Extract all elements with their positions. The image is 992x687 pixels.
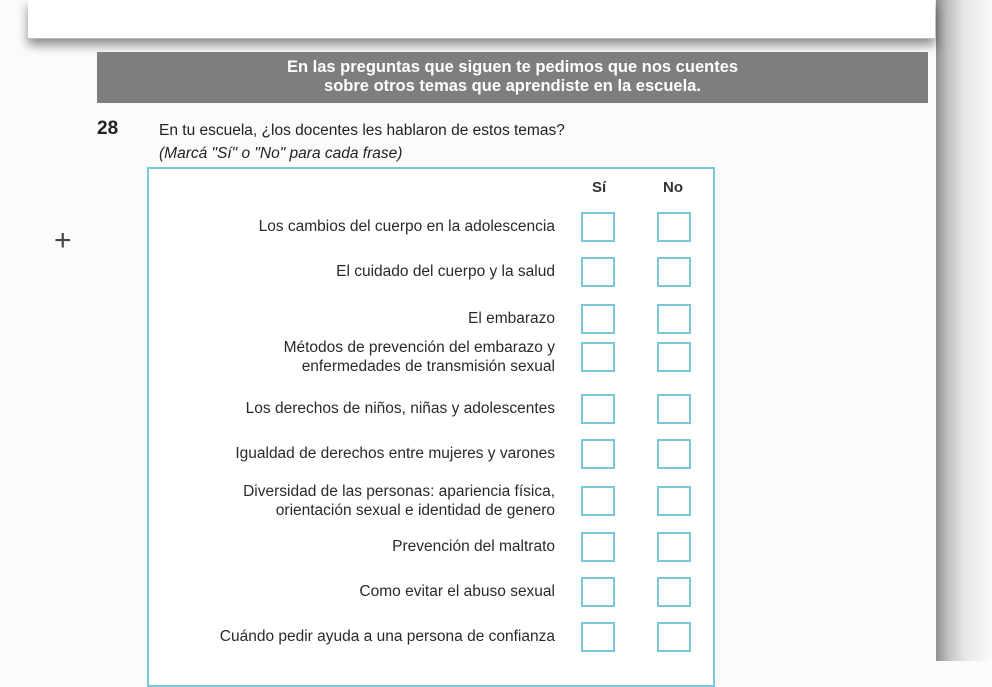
table-row: Los derechos de niños, niñas y adolescen… [149,389,713,429]
row-label-line-1: Los derechos de niños, niñas y adolescen… [245,400,555,417]
table-row: Métodos de prevención del embarazo y enfe… [149,337,713,377]
checkbox-yes[interactable] [581,622,615,652]
row-label-line-1: Métodos de prevención del embarazo y [283,339,555,356]
row-label: Prevención del maltrato [392,537,555,556]
checkbox-no[interactable] [657,532,691,562]
row-label: El embarazo [468,309,555,328]
column-header-yes: Sí [592,179,607,196]
table-row: Cuándo pedir ayuda a una persona de conf… [149,617,713,657]
table-row: Igualdad de derechos entre mujeres y var… [149,434,713,474]
banner-line-2: sobre otros temas que aprendiste en la e… [324,77,701,95]
table-row: Los cambios del cuerpo en la adolescenci… [149,207,713,247]
answer-table: Sí No Los cambios del cuerpo en la adole… [147,167,715,687]
row-label-line-1: Como evitar el abuso sexual [359,583,555,600]
table-row: Diversidad de las personas: apariencia f… [149,481,713,521]
checkbox-yes[interactable] [581,532,615,562]
row-label-line-1: Diversidad de las personas: apariencia f… [243,483,555,500]
checkbox-yes[interactable] [581,212,615,242]
section-banner: En las preguntas que siguen te pedimos q… [97,52,928,103]
table-row: Como evitar el abuso sexual [149,572,713,612]
question-hint: (Marcá "Sí" o "No" para cada frase) [159,145,403,162]
checkbox-no[interactable] [657,342,691,372]
row-label-line-2: enfermedades de transmisión sexual [301,358,555,375]
row-label-line-1: Igualdad de derechos entre mujeres y var… [235,445,555,462]
previous-page [28,0,935,39]
checkbox-no[interactable] [657,257,691,287]
row-label-line-1: Los cambios del cuerpo en la adolescenci… [258,218,555,235]
row-label: Diversidad de las personas: apariencia f… [243,482,555,520]
checkbox-yes[interactable] [581,486,615,516]
checkbox-no[interactable] [657,439,691,469]
checkbox-no[interactable] [657,394,691,424]
row-label-line-1: Prevención del maltrato [392,538,555,555]
row-label: Los cambios del cuerpo en la adolescenci… [259,217,555,236]
plus-icon: + [54,224,72,257]
checkbox-yes[interactable] [581,257,615,287]
checkbox-yes[interactable] [581,577,615,607]
checkbox-no[interactable] [657,577,691,607]
checkbox-yes[interactable] [581,439,615,469]
row-label-line-1: El cuidado del cuerpo y la salud [336,263,555,280]
row-label: Como evitar el abuso sexual [359,582,555,601]
checkbox-yes[interactable] [581,304,615,334]
checkbox-no[interactable] [657,304,691,334]
row-label: Cuándo pedir ayuda a una persona de conf… [220,627,555,646]
banner-line-1: En las preguntas que siguen te pedimos q… [286,58,739,76]
table-row: El cuidado del cuerpo y la salud [149,252,713,292]
checkbox-no[interactable] [657,622,691,652]
row-label: Métodos de prevención del embarazo y enfe… [284,338,555,376]
question-number: 28 [97,118,119,139]
checkbox-no[interactable] [657,212,691,242]
row-label: Los derechos de niños, niñas y adolescen… [246,399,555,418]
table-row: Prevención del maltrato [149,527,713,567]
table-row: El embarazo [149,299,713,339]
row-label-line-1: El embarazo [467,310,555,327]
page-edge-shadow [936,0,992,661]
question-text: En tu escuela, ¿los docentes les hablaro… [159,122,565,139]
row-label: El cuidado del cuerpo y la salud [336,262,555,281]
row-label: Igualdad de derechos entre mujeres y var… [235,444,555,463]
column-header-no: No [663,179,683,196]
checkbox-no[interactable] [657,486,691,516]
checkbox-yes[interactable] [581,394,615,424]
row-label-line-1: Cuándo pedir ayuda a una persona de conf… [219,628,555,645]
checkbox-yes[interactable] [581,342,615,372]
row-label-line-2: orientación sexual e identidad de genero [275,502,555,519]
